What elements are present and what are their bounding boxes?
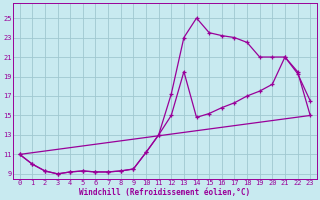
X-axis label: Windchill (Refroidissement éolien,°C): Windchill (Refroidissement éolien,°C)	[79, 188, 251, 197]
